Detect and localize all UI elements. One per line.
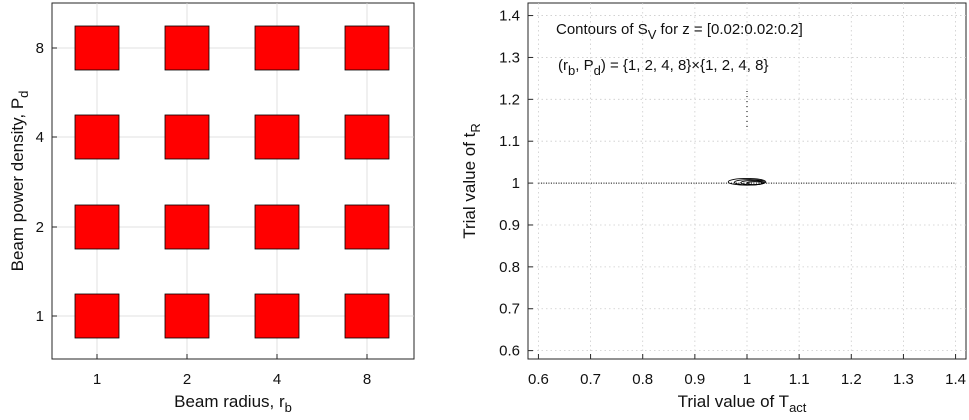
annotation-line-2: (rb, Pd) = {1, 2, 4, 8}×{1, 2, 4, 8}	[558, 57, 768, 78]
square-marker	[164, 293, 210, 339]
right-x-tick-label: 1.4	[945, 371, 966, 388]
left-x-tick-label: 4	[273, 371, 281, 388]
right-x-tick-label: 0.8	[632, 371, 653, 388]
left-x-tick-label: 1	[93, 371, 101, 388]
right-y-tick-label: 1.3	[499, 49, 520, 66]
square-marker	[254, 204, 300, 250]
left-x-axis-label: Beam radius, rb	[174, 392, 292, 415]
right-x-tick-label: 1.2	[841, 371, 862, 388]
square-marker	[74, 293, 120, 339]
square-marker	[74, 204, 120, 250]
right-y-tick-label: 1.2	[499, 91, 520, 108]
left-x-tick-label: 2	[183, 371, 191, 388]
square-marker	[74, 25, 120, 71]
right-grid	[528, 3, 966, 359]
right-y-tick-label: 1.1	[499, 133, 520, 150]
left-y-tick-label: 8	[36, 40, 44, 57]
square-marker	[74, 114, 120, 160]
right-x-tick-label: 0.9	[684, 371, 705, 388]
square-marker	[254, 293, 300, 339]
left-y-tick-label: 1	[36, 308, 44, 325]
right-y-tick-label: 0.7	[499, 301, 520, 318]
square-marker	[344, 293, 390, 339]
left-y-tick-label: 2	[36, 219, 44, 236]
left-markers	[74, 25, 390, 339]
right-contour-panel: 0.6 0.7 0.8 0.9 1 1.1 1.2 1.3 1.4 0.6 0.7 0.8 0.9 1 1.…	[460, 2, 967, 415]
right-y-axis-label: Trial value of tR	[460, 123, 483, 239]
right-x-tick-label: 0.6	[528, 371, 549, 388]
left-y-axis-label: Beam power density, Pd	[8, 91, 31, 272]
right-y-tick-label: 1	[512, 175, 520, 192]
right-x-tick-label: 1.3	[893, 371, 914, 388]
annotation-line-1: Contours of SV for z = [0.02:0.02:0.2]	[556, 21, 803, 42]
square-marker	[164, 204, 210, 250]
right-y-tick-label: 0.9	[499, 217, 520, 234]
square-marker	[164, 25, 210, 71]
right-y-tick-label: 0.8	[499, 259, 520, 276]
right-y-tick-label: 0.6	[499, 343, 520, 360]
left-y-tick-label: 4	[36, 129, 44, 146]
right-ticks: 0.6 0.7 0.8 0.9 1 1.1 1.2 1.3 1.4 0.6 0.7 0.8 0.9 1 1.…	[499, 8, 966, 388]
square-marker	[344, 25, 390, 71]
right-y-tick-label: 1.4	[499, 8, 520, 25]
square-marker	[254, 25, 300, 71]
left-x-tick-label: 8	[363, 371, 371, 388]
square-marker	[344, 204, 390, 250]
right-x-tick-label: 1	[743, 371, 751, 388]
square-marker	[254, 114, 300, 160]
right-x-tick-label: 1.1	[789, 371, 810, 388]
contour-line	[746, 181, 764, 186]
square-marker	[344, 114, 390, 160]
square-marker	[164, 114, 210, 160]
right-contours	[538, 90, 956, 186]
right-x-tick-label: 0.7	[580, 371, 601, 388]
right-x-axis-label: Trial value of Tact	[678, 392, 807, 415]
